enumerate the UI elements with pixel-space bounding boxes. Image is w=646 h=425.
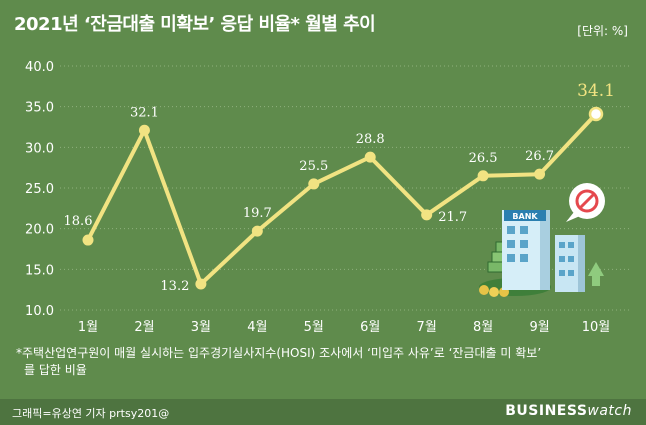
bank-window <box>559 270 565 276</box>
bank-sign: BANK <box>512 212 538 221</box>
brand-bold: BUSINESS <box>505 403 588 419</box>
data-point <box>308 178 320 190</box>
x-tick-label: 6월 <box>360 320 380 335</box>
data-point <box>195 278 207 290</box>
series-line <box>86 112 598 286</box>
line-chart: 10.0 15.0 20.0 25.0 30.0 35.0 40.0 1월 2월 3월 4월 5월 6… <box>25 60 630 335</box>
bank-window <box>568 256 574 262</box>
bank-window <box>507 240 515 248</box>
bank-building-2-side <box>578 235 585 292</box>
data-point <box>534 168 546 180</box>
brand-logo: BUSINESSwatch <box>505 403 632 419</box>
y-tick-label: 30.0 <box>25 141 54 156</box>
bank-window <box>507 254 515 262</box>
x-tick-label: 5월 <box>304 320 324 335</box>
x-axis-ticks: 1월 2월 3월 4월 5월 6월 7월 8월 9월 10월 <box>78 320 610 335</box>
data-point <box>82 234 94 246</box>
y-tick-label: 15.0 <box>25 263 54 278</box>
speech-bubble-tail <box>566 212 580 222</box>
x-tick-label: 1월 <box>78 320 98 335</box>
bank-illustration: BANK <box>479 183 605 297</box>
bank-window <box>568 242 574 248</box>
bottom-bar: 그래픽=유상연 기자 prtsy201@ BUSINESSwatch <box>0 399 646 425</box>
data-point <box>588 106 604 122</box>
bank-building-side <box>540 210 550 290</box>
graphic-credit: 그래픽=유상연 기자 prtsy201@ <box>12 407 170 420</box>
bank-window <box>559 242 565 248</box>
bank-window <box>520 240 528 248</box>
x-tick-label: 4월 <box>247 320 267 335</box>
footnote: *주택산업연구원이 매월 실시하는 입주경기실사지수(HOSI) 조사에서 ‘미… <box>16 345 626 379</box>
y-tick-label: 25.0 <box>25 182 54 197</box>
data-label: 18.6 <box>64 214 93 229</box>
data-label: 26.7 <box>525 149 554 164</box>
data-label: 28.8 <box>356 132 385 147</box>
data-labels: 18.6 32.1 13.2 19.7 25.5 28.8 21.7 26.5 26.7 34.1 <box>64 81 615 294</box>
data-label: 34.1 <box>577 81 615 101</box>
data-label: 19.7 <box>243 206 272 221</box>
y-tick-label: 35.0 <box>25 101 54 116</box>
y-tick-label: 40.0 <box>25 60 54 75</box>
data-point <box>138 124 150 136</box>
chart-title: 2021년 ‘잔금대출 미확보’ 응답 비율* 월별 추이 <box>14 14 376 35</box>
bank-sign-plate <box>504 210 546 221</box>
coin <box>489 287 499 297</box>
data-point <box>251 225 263 237</box>
prohibit-slash <box>578 192 596 210</box>
footnote-line-1: *주택산업연구원이 매월 실시하는 입주경기실사지수(HOSI) 조사에서 ‘미… <box>16 346 542 360</box>
data-point <box>421 209 433 221</box>
bank-window <box>568 270 574 276</box>
x-tick-label: 10월 <box>582 320 611 335</box>
unit-label: [단위: %] <box>577 24 628 38</box>
bank-window <box>559 256 565 262</box>
bank-window <box>520 254 528 262</box>
y-axis-ticks: 10.0 15.0 20.0 25.0 30.0 35.0 40.0 <box>25 60 54 319</box>
data-point <box>364 151 376 163</box>
data-label: 13.2 <box>160 279 189 294</box>
x-tick-label: 7월 <box>417 320 437 335</box>
data-point <box>477 170 489 182</box>
no-money-bag-icon <box>575 189 599 213</box>
tree-icon <box>588 262 604 286</box>
data-points <box>82 106 604 290</box>
data-label: 25.5 <box>299 159 328 174</box>
x-tick-label: 2월 <box>134 320 154 335</box>
data-label: 21.7 <box>438 210 467 225</box>
bank-window <box>520 226 528 234</box>
brand-light: watch <box>587 403 632 419</box>
y-tick-label: 10.0 <box>25 304 54 319</box>
y-tick-label: 20.0 <box>25 223 54 238</box>
x-tick-label: 9월 <box>529 320 549 335</box>
x-tick-label: 3월 <box>191 320 211 335</box>
data-label: 26.5 <box>469 151 498 166</box>
footnote-line-2: 를 답한 비율 <box>24 363 87 377</box>
coin <box>479 285 489 295</box>
gridlines <box>60 65 630 311</box>
x-tick-label: 8월 <box>473 320 493 335</box>
bank-window <box>507 226 515 234</box>
data-label: 32.1 <box>130 105 159 120</box>
